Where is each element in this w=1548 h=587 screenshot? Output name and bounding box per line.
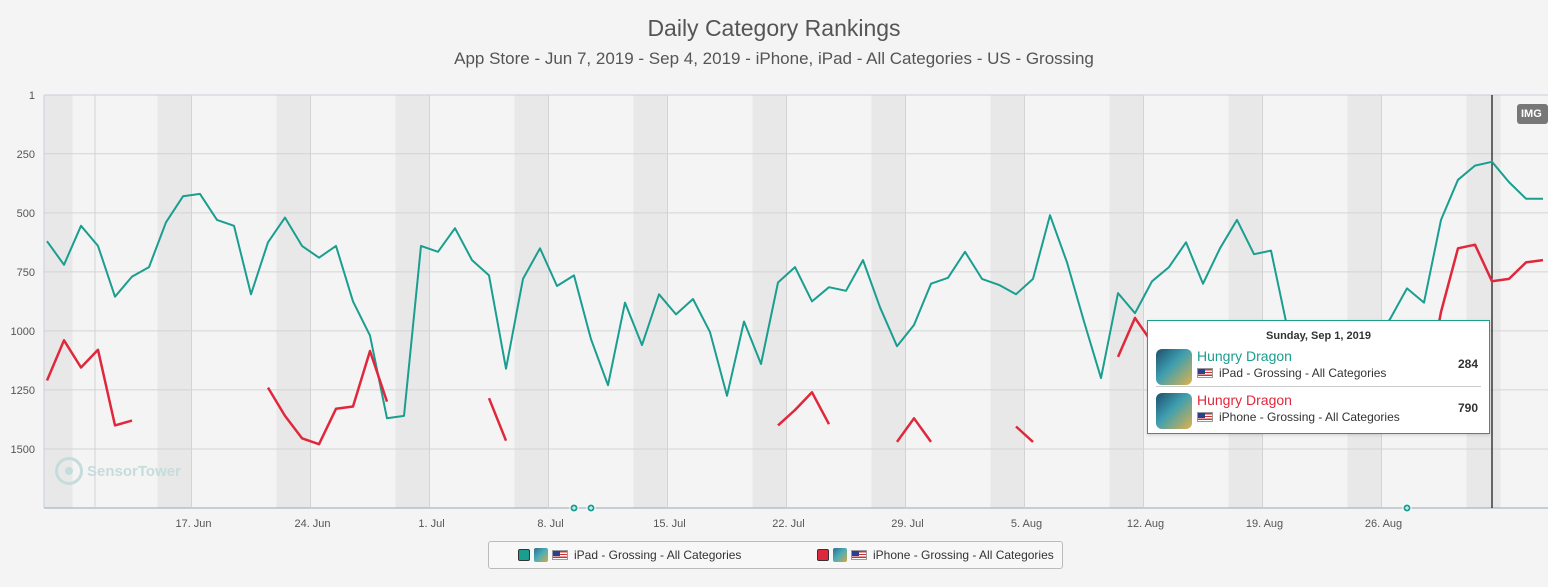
chart-legend: iPad - Grossing - All Categories iPhone … [488, 541, 1063, 569]
weekend-band [395, 95, 430, 508]
chart-title: Daily Category Rankings [647, 15, 901, 41]
tooltip-subtitle-text: iPhone - Grossing - All Categories [1219, 410, 1400, 424]
iphone-series-line[interactable] [895, 417, 933, 443]
weekend-band [871, 95, 906, 508]
y-tick-label: 250 [17, 149, 35, 161]
weekend-band [1228, 95, 1263, 508]
x-axis-labels: 17. Jun 24. Jun 1. Jul 8. Jul 15. Jul 22. Jul… [175, 518, 1402, 530]
legend-item-iphone[interactable]: iPhone - Grossing - All Categories [817, 548, 1054, 562]
tooltip-row-ipad: Hungry Dragon iPad - Grossing - All Cate… [1156, 348, 1478, 386]
iphone-series-line[interactable] [266, 349, 389, 446]
event-marker-plus [572, 506, 576, 510]
tooltip-divider [1156, 386, 1481, 387]
event-marker-plus [589, 506, 593, 510]
tooltip-subtitle: iPhone - Grossing - All Categories [1197, 410, 1400, 424]
x-tick-label: 19. Aug [1246, 518, 1283, 530]
sensortower-logo-icon [55, 457, 83, 485]
x-tick-label: 8. Jul [537, 518, 563, 530]
tooltip-row-iphone: Hungry Dragon iPhone - Grossing - All Ca… [1156, 392, 1478, 430]
y-tick-label: 1500 [11, 444, 35, 456]
tooltip-date: Sunday, Sep 1, 2019 [1266, 330, 1371, 342]
hungry-dragon-app-icon [534, 548, 548, 562]
x-tick-label: 5. Aug [1011, 518, 1042, 530]
y-tick-label: 1000 [11, 326, 35, 338]
x-tick-label: 24. Jun [294, 518, 330, 530]
tooltip-rank-value: 284 [1457, 357, 1478, 371]
legend-label: iPhone - Grossing - All Categories [873, 548, 1054, 562]
tooltip-subtitle: iPad - Grossing - All Categories [1197, 366, 1386, 380]
iphone-series-line[interactable] [777, 391, 831, 427]
event-markers [569, 503, 1412, 513]
grid-lines [43, 94, 1548, 509]
x-tick-label: 1. Jul [418, 518, 444, 530]
weekend-band [990, 95, 1025, 508]
tooltip-rank-value: 790 [1457, 401, 1478, 415]
hungry-dragon-app-icon [833, 548, 847, 562]
x-tick-label: 15. Jul [653, 518, 685, 530]
us-flag-icon [1197, 412, 1213, 422]
chart-tooltip: Sunday, Sep 1, 2019 Hungry Dragon iPad -… [1147, 320, 1490, 434]
weekend-band [1466, 95, 1501, 508]
sensortower-watermark: SensorTower [55, 457, 181, 485]
x-tick-label: 12. Aug [1127, 518, 1164, 530]
weekend-band [157, 95, 192, 508]
weekend-band [514, 95, 549, 508]
event-marker-plus [1405, 506, 1409, 510]
tooltip-app-name[interactable]: Hungry Dragon [1197, 348, 1292, 364]
legend-swatch [518, 549, 530, 561]
tooltip-subtitle-text: iPad - Grossing - All Categories [1219, 366, 1387, 380]
y-tick-label: 1250 [11, 385, 35, 397]
x-tick-label: 17. Jun [175, 518, 211, 530]
us-flag-icon [1197, 368, 1213, 378]
y-tick-label: 500 [17, 208, 35, 220]
iphone-series-line[interactable] [487, 397, 508, 442]
chart-subtitle: App Store - Jun 7, 2019 - Sep 4, 2019 - … [454, 49, 1094, 68]
weekend-band [44, 95, 73, 508]
hungry-dragon-app-icon [1156, 393, 1192, 429]
iphone-series-line[interactable] [1015, 425, 1034, 443]
us-flag-icon [552, 550, 568, 560]
weekend-band [1347, 95, 1382, 508]
legend-label: iPad - Grossing - All Categories [574, 548, 742, 562]
weekend-band [1109, 95, 1144, 508]
export-image-button[interactable]: IMG [1517, 104, 1548, 124]
weekend-band [633, 95, 668, 508]
y-tick-label: 1 [29, 90, 35, 102]
x-tick-label: 22. Jul [772, 518, 804, 530]
x-tick-label: 29. Jul [891, 518, 923, 530]
tooltip-app-name[interactable]: Hungry Dragon [1197, 392, 1292, 408]
iphone-series-line[interactable] [45, 339, 133, 427]
y-tick-label: 750 [17, 267, 35, 279]
hungry-dragon-app-icon [1156, 349, 1192, 385]
weekend-band [752, 95, 787, 508]
us-flag-icon [851, 550, 867, 560]
watermark-text: SensorTower [87, 462, 181, 480]
legend-swatch [817, 549, 829, 561]
weekend-band [276, 95, 311, 508]
x-tick-label: 26. Aug [1365, 518, 1402, 530]
legend-item-ipad[interactable]: iPad - Grossing - All Categories [518, 548, 741, 562]
